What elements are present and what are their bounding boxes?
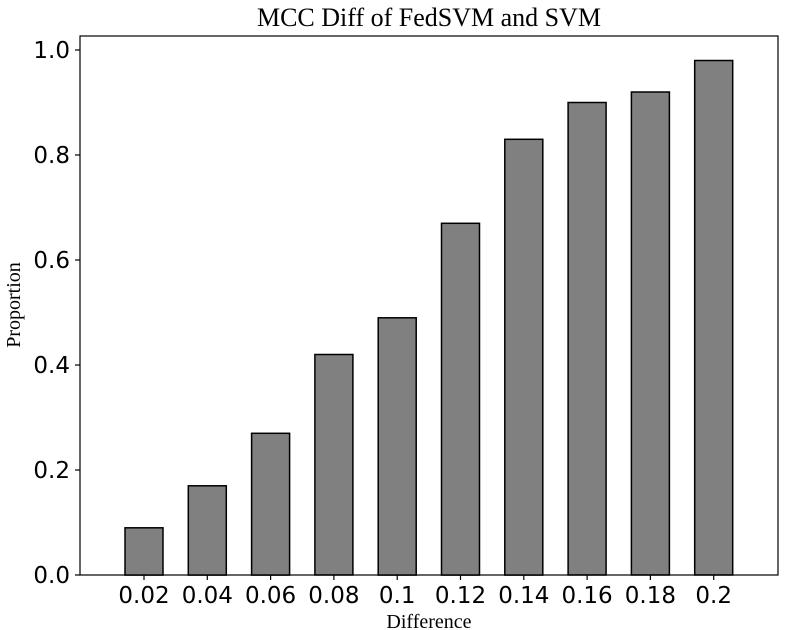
chart-title: MCC Diff of FedSVM and SVM: [257, 3, 601, 32]
x-tick-label: 0.18: [625, 583, 676, 609]
bar-0.14: [504, 138, 544, 576]
x-tick-label: 0.2: [695, 583, 732, 609]
bar-0.08: [314, 353, 354, 576]
x-tick-label: 0.04: [182, 583, 233, 609]
bars-group: [124, 59, 734, 576]
x-tick-label: 0.14: [498, 583, 549, 609]
y-axis-ticks: 0.0 0.2 0.4 0.6 0.8 1.0: [33, 38, 80, 589]
x-tick-label: 0.06: [245, 583, 296, 609]
y-axis-label: Proportion: [3, 262, 25, 348]
x-axis-label: Difference: [386, 611, 471, 630]
bar-0.16: [567, 101, 607, 576]
y-tick-label: 0.2: [33, 458, 70, 484]
x-tick-label: 0.02: [118, 583, 169, 609]
bar-0.12: [440, 222, 481, 576]
y-tick-label: 0.6: [33, 248, 70, 274]
y-tick-label: 0.0: [33, 563, 70, 589]
bar-0.02: [124, 527, 164, 576]
bar-0.2: [693, 59, 734, 576]
x-axis-ticks: 0.02 0.04 0.06 0.08 0.1 0.12 0.14 0.16 0.18 0.2: [118, 575, 732, 609]
y-tick-label: 0.8: [33, 143, 70, 169]
x-tick-label: 0.12: [435, 583, 486, 609]
bar-0.04: [187, 485, 228, 576]
bar-0.18: [630, 91, 671, 576]
x-tick-label: 0.08: [308, 583, 359, 609]
x-tick-label: 0.1: [379, 583, 416, 609]
bar-0.06: [250, 432, 291, 576]
plot-frame: [79, 35, 779, 576]
y-tick-label: 1.0: [33, 38, 70, 64]
bar-0.1: [377, 317, 417, 576]
x-tick-label: 0.16: [561, 583, 612, 609]
y-tick-label: 0.4: [33, 353, 70, 379]
